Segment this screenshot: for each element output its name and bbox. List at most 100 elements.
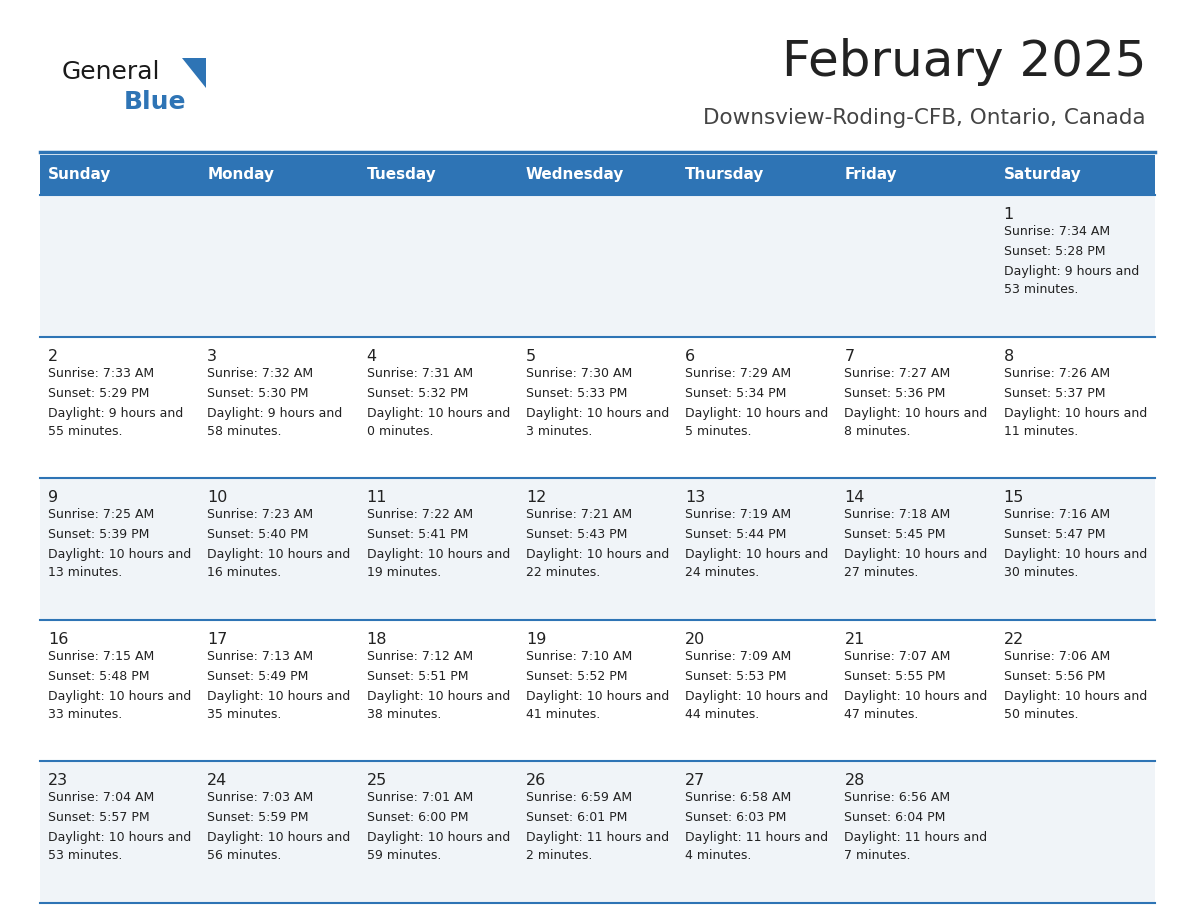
Text: Sunrise: 7:13 AM: Sunrise: 7:13 AM (207, 650, 314, 663)
Text: Sunrise: 7:26 AM: Sunrise: 7:26 AM (1004, 366, 1110, 380)
Text: 5: 5 (526, 349, 536, 364)
Bar (40, 761, 1155, 903)
Text: 13 minutes.: 13 minutes. (48, 566, 122, 579)
Text: Sunset: 5:30 PM: Sunset: 5:30 PM (207, 386, 309, 399)
Text: Sunset: 5:29 PM: Sunset: 5:29 PM (48, 386, 150, 399)
Text: Daylight: 11 hours and: Daylight: 11 hours and (526, 832, 669, 845)
Text: Daylight: 10 hours and: Daylight: 10 hours and (685, 548, 828, 561)
Text: Daylight: 10 hours and: Daylight: 10 hours and (845, 548, 987, 561)
Bar (40, 478, 1155, 620)
Text: Sunrise: 7:12 AM: Sunrise: 7:12 AM (367, 650, 473, 663)
Text: 17: 17 (207, 632, 228, 647)
Text: Sunset: 5:55 PM: Sunset: 5:55 PM (845, 670, 946, 683)
Text: Sunset: 5:36 PM: Sunset: 5:36 PM (845, 386, 946, 399)
Text: Daylight: 9 hours and: Daylight: 9 hours and (1004, 265, 1139, 278)
Bar (40, 155, 1155, 195)
Bar (40, 337, 1155, 478)
Text: Daylight: 10 hours and: Daylight: 10 hours and (845, 689, 987, 703)
Text: 55 minutes.: 55 minutes. (48, 425, 122, 438)
Text: 9: 9 (48, 490, 58, 505)
Text: Daylight: 10 hours and: Daylight: 10 hours and (526, 689, 669, 703)
Bar (40, 195, 1155, 337)
Text: Daylight: 10 hours and: Daylight: 10 hours and (207, 689, 350, 703)
Text: 30 minutes.: 30 minutes. (1004, 566, 1078, 579)
Text: Friday: Friday (845, 167, 897, 183)
Text: Daylight: 10 hours and: Daylight: 10 hours and (207, 548, 350, 561)
Text: Sunrise: 7:30 AM: Sunrise: 7:30 AM (526, 366, 632, 380)
Text: Daylight: 9 hours and: Daylight: 9 hours and (207, 407, 342, 420)
Text: 7 minutes.: 7 minutes. (845, 849, 911, 862)
Text: 44 minutes.: 44 minutes. (685, 708, 759, 721)
Text: Sunset: 5:33 PM: Sunset: 5:33 PM (526, 386, 627, 399)
Text: Daylight: 10 hours and: Daylight: 10 hours and (367, 832, 510, 845)
Text: 11 minutes.: 11 minutes. (1004, 425, 1078, 438)
Text: Sunrise: 6:59 AM: Sunrise: 6:59 AM (526, 791, 632, 804)
Text: Daylight: 10 hours and: Daylight: 10 hours and (845, 407, 987, 420)
Text: Sunset: 6:04 PM: Sunset: 6:04 PM (845, 812, 946, 824)
Text: Daylight: 10 hours and: Daylight: 10 hours and (367, 689, 510, 703)
Text: Sunset: 5:53 PM: Sunset: 5:53 PM (685, 670, 786, 683)
Text: Sunrise: 7:31 AM: Sunrise: 7:31 AM (367, 366, 473, 380)
Text: 16: 16 (48, 632, 69, 647)
Text: 3 minutes.: 3 minutes. (526, 425, 593, 438)
Text: Sunrise: 7:22 AM: Sunrise: 7:22 AM (367, 509, 473, 521)
Text: Sunrise: 7:09 AM: Sunrise: 7:09 AM (685, 650, 791, 663)
Text: 47 minutes.: 47 minutes. (845, 708, 918, 721)
Text: Daylight: 10 hours and: Daylight: 10 hours and (1004, 407, 1146, 420)
Text: Sunrise: 7:18 AM: Sunrise: 7:18 AM (845, 509, 950, 521)
Text: 4: 4 (367, 349, 377, 364)
Text: Sunset: 6:03 PM: Sunset: 6:03 PM (685, 812, 786, 824)
Text: Daylight: 10 hours and: Daylight: 10 hours and (48, 832, 191, 845)
Text: Sunrise: 6:56 AM: Sunrise: 6:56 AM (845, 791, 950, 804)
Bar (40, 620, 1155, 761)
Text: Sunset: 5:52 PM: Sunset: 5:52 PM (526, 670, 627, 683)
Text: 6: 6 (685, 349, 695, 364)
Text: 11: 11 (367, 490, 387, 505)
Text: 8: 8 (1004, 349, 1015, 364)
Text: 56 minutes.: 56 minutes. (207, 849, 282, 862)
Text: 53 minutes.: 53 minutes. (48, 849, 122, 862)
Text: Daylight: 10 hours and: Daylight: 10 hours and (48, 689, 191, 703)
Text: Daylight: 10 hours and: Daylight: 10 hours and (48, 548, 191, 561)
Text: Monday: Monday (207, 167, 274, 183)
Text: 25: 25 (367, 773, 387, 789)
Text: Sunset: 5:32 PM: Sunset: 5:32 PM (367, 386, 468, 399)
Text: Sunset: 5:48 PM: Sunset: 5:48 PM (48, 670, 150, 683)
Text: 1: 1 (1004, 207, 1015, 222)
Text: 38 minutes.: 38 minutes. (367, 708, 441, 721)
Text: Sunrise: 7:03 AM: Sunrise: 7:03 AM (207, 791, 314, 804)
Text: Sunset: 5:49 PM: Sunset: 5:49 PM (207, 670, 309, 683)
Text: Sunset: 5:34 PM: Sunset: 5:34 PM (685, 386, 786, 399)
Text: Daylight: 10 hours and: Daylight: 10 hours and (685, 407, 828, 420)
Text: Sunrise: 7:23 AM: Sunrise: 7:23 AM (207, 509, 314, 521)
Text: Sunday: Sunday (48, 167, 112, 183)
Text: 24: 24 (207, 773, 228, 789)
Text: 59 minutes.: 59 minutes. (367, 849, 441, 862)
Text: Sunset: 5:40 PM: Sunset: 5:40 PM (207, 528, 309, 542)
Text: Daylight: 10 hours and: Daylight: 10 hours and (685, 689, 828, 703)
Text: 3: 3 (207, 349, 217, 364)
Text: 4 minutes.: 4 minutes. (685, 849, 752, 862)
Text: 21: 21 (845, 632, 865, 647)
Text: Sunrise: 7:32 AM: Sunrise: 7:32 AM (207, 366, 314, 380)
Text: Daylight: 10 hours and: Daylight: 10 hours and (526, 407, 669, 420)
Text: Sunrise: 7:10 AM: Sunrise: 7:10 AM (526, 650, 632, 663)
Text: General: General (62, 60, 160, 84)
Text: 26: 26 (526, 773, 546, 789)
Text: Sunset: 5:45 PM: Sunset: 5:45 PM (845, 528, 946, 542)
Text: 22: 22 (1004, 632, 1024, 647)
Text: Sunrise: 7:25 AM: Sunrise: 7:25 AM (48, 509, 154, 521)
Text: Sunrise: 7:06 AM: Sunrise: 7:06 AM (1004, 650, 1110, 663)
Text: 53 minutes.: 53 minutes. (1004, 283, 1078, 296)
Text: Daylight: 10 hours and: Daylight: 10 hours and (367, 548, 510, 561)
Text: Sunset: 5:41 PM: Sunset: 5:41 PM (367, 528, 468, 542)
Text: 23: 23 (48, 773, 68, 789)
Text: 24 minutes.: 24 minutes. (685, 566, 759, 579)
Text: 27 minutes.: 27 minutes. (845, 566, 918, 579)
Text: Daylight: 10 hours and: Daylight: 10 hours and (367, 407, 510, 420)
Text: Downsview-Roding-CFB, Ontario, Canada: Downsview-Roding-CFB, Ontario, Canada (703, 108, 1146, 128)
Text: Daylight: 10 hours and: Daylight: 10 hours and (1004, 689, 1146, 703)
Text: 7: 7 (845, 349, 854, 364)
Text: Blue: Blue (124, 90, 187, 114)
Text: Sunset: 5:59 PM: Sunset: 5:59 PM (207, 812, 309, 824)
